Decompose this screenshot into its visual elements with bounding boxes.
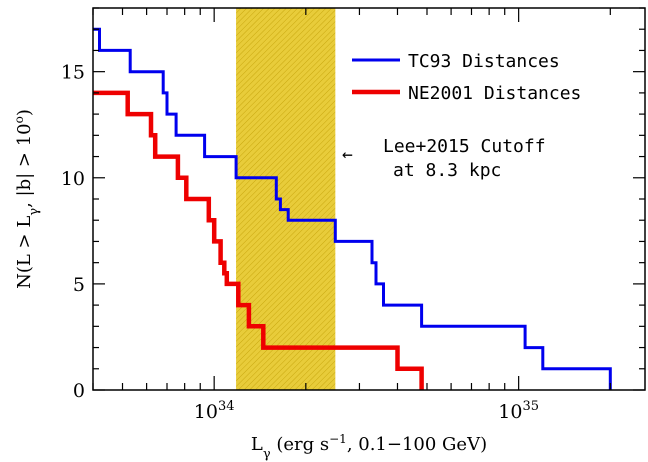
cutoff-shaded-band	[236, 8, 336, 390]
x-tick-labels: 1034 1035	[194, 399, 539, 423]
legend-label-tc93: TC93 Distances	[408, 51, 560, 72]
legend: TC93 Distances NE2001 Distances	[352, 51, 581, 104]
x-tick-label: 1035	[498, 399, 539, 423]
annotation-line-1: Lee+2015 Cutoff	[383, 136, 546, 157]
annotation-line-2: at 8.3 kpc	[393, 160, 501, 181]
cutoff-annotation: ← Lee+2015 Cutoff at 8.3 kpc	[342, 136, 546, 181]
series-line-ne2001	[93, 90, 424, 390]
y-tick-label: 0	[73, 380, 85, 402]
y-tick-label: 15	[61, 62, 85, 84]
y-tick-label: 10	[61, 168, 85, 190]
y-tick-labels: 0 5 10 15	[61, 62, 85, 402]
x-tick-label: 1034	[194, 399, 235, 423]
series-line-tc93	[93, 27, 612, 390]
axis-ticks	[92, 7, 645, 391]
x-axis-title: Lγ (erg s−1, 0.1−100 GeV)	[251, 432, 487, 462]
y-axis-title: N(L > Lγ, |b| > 10o)	[12, 109, 42, 289]
annotation-arrow: ←	[342, 144, 353, 165]
y-tick-label: 5	[73, 274, 85, 296]
plot-frame	[92, 7, 646, 391]
legend-label-ne2001: NE2001 Distances	[408, 83, 581, 104]
